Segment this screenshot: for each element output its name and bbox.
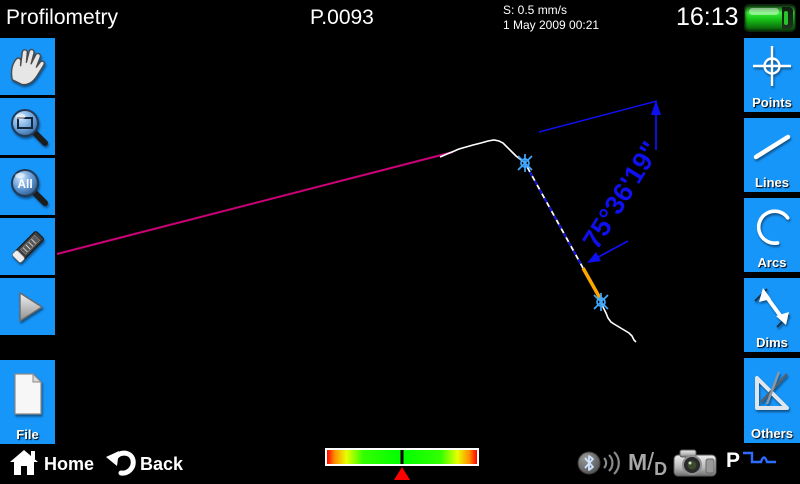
arcs-button[interactable]: Arcs	[744, 198, 800, 272]
home-icon	[8, 447, 40, 482]
profile-mode-indicator: P	[726, 448, 778, 473]
zoom-all-button[interactable]: All	[0, 158, 55, 215]
level-tick	[400, 450, 404, 464]
home-button-label: Home	[44, 454, 95, 474]
camera-button[interactable]	[672, 447, 720, 484]
dims-button-label: Dims	[756, 335, 788, 350]
play-icon	[0, 285, 55, 329]
play-button[interactable]	[0, 278, 55, 335]
drafting-tools-icon	[749, 358, 795, 426]
mode-slash: /	[647, 448, 655, 476]
top-status-bar: Profilometry P.0093 S: 0.5 mm/s 1 May 20…	[0, 0, 800, 38]
level-pointer-icon	[394, 467, 410, 480]
line-icon	[749, 118, 795, 175]
crosshair-icon	[749, 38, 795, 95]
svg-text:All: All	[17, 177, 32, 191]
arc-icon	[749, 198, 795, 255]
hand-icon	[0, 45, 55, 89]
battery-cap	[782, 7, 793, 29]
others-button[interactable]: Others	[744, 358, 800, 443]
profile-p-label: P	[726, 448, 741, 472]
measure-tool-button[interactable]	[0, 218, 55, 275]
battery-body	[744, 4, 796, 32]
profile-waveform-icon	[742, 448, 778, 473]
file-button[interactable]: File	[0, 360, 55, 444]
lines-button[interactable]: Lines	[744, 118, 800, 192]
zoom-area-icon	[0, 105, 55, 149]
camera-icon	[672, 449, 720, 483]
mode-m-label: M	[628, 449, 648, 475]
home-button[interactable]: Home	[8, 447, 94, 482]
mode-d-label: D	[654, 459, 668, 479]
page-title: Profilometry	[6, 6, 119, 29]
level-indicator-bar	[325, 448, 479, 480]
battery-terminal	[784, 11, 788, 25]
measure-tool-icon	[0, 225, 55, 269]
back-icon	[104, 447, 136, 482]
arcs-button-label: Arcs	[757, 255, 787, 270]
dims-button[interactable]: Dims	[744, 278, 800, 352]
battery-icon	[744, 4, 796, 32]
file-icon	[8, 360, 48, 427]
points-button[interactable]: Points	[744, 38, 800, 112]
battery-gloss	[749, 8, 779, 15]
bluetooth-icon	[576, 448, 626, 483]
mode-indicator[interactable]: M/D	[628, 448, 668, 479]
clock: 16:13	[676, 3, 739, 31]
speed-readout: S: 0.5 mm/s	[503, 3, 568, 17]
lines-button-label: Lines	[755, 175, 789, 190]
datetime-readout: 1 May 2009 00:21	[503, 18, 600, 32]
bottom-bar: Home Back M/D	[0, 445, 800, 480]
zoom-all-icon: All	[0, 165, 55, 209]
zoom-area-button[interactable]	[0, 98, 55, 155]
status-block: S: 0.5 mm/s 1 May 2009 00:21	[503, 3, 599, 33]
angle-dimension-label: 75°36'19"	[577, 136, 666, 254]
dimension-icon	[749, 278, 795, 335]
pan-button[interactable]	[0, 38, 55, 95]
points-button-label: Points	[752, 95, 792, 110]
others-button-label: Others	[751, 426, 793, 441]
program-number: P.0093	[310, 6, 374, 29]
file-button-label: File	[16, 427, 39, 442]
back-button[interactable]: Back	[104, 447, 183, 482]
back-button-label: Back	[140, 454, 184, 474]
